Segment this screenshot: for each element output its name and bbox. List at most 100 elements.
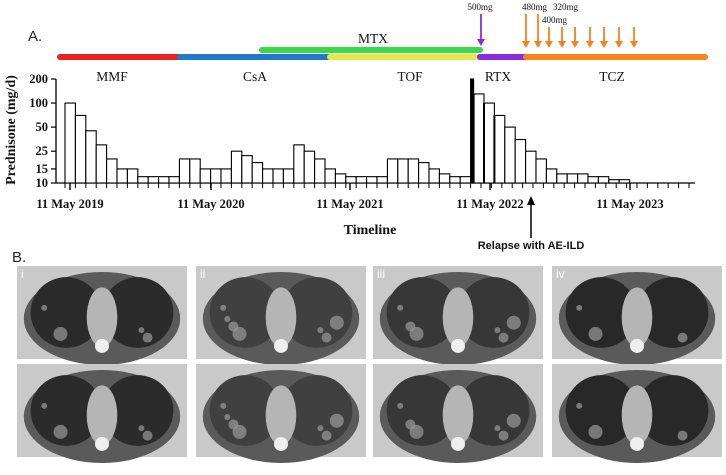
prednisone-bar [407,158,420,184]
prednisone-bar [178,158,191,184]
prednisone-bar [577,173,589,184]
prednisone-bar [449,176,461,184]
prednisone-bar [366,176,378,184]
prednisone-bar [116,168,128,184]
rtx-dose-arrow [477,14,485,46]
prednisone-bar [483,102,495,184]
prednisone-bar [251,162,264,184]
prednisone-bar [587,176,599,184]
ct-image-grid: i ii iii iv [17,266,722,463]
tcz-dose-arrow [534,14,542,48]
lung-left [565,277,637,348]
lung-left [30,375,102,446]
x-ticks: 11 May 2019 11 May 2020 11 May 2021 11 May … [36,183,690,211]
prednisone-bar [74,114,87,184]
prednisone-bar [303,150,316,184]
x-tick-label: 11 May 2021 [316,197,383,211]
prednisone-bar [85,130,97,184]
panel-a-label: A. [28,28,42,45]
ct-image-i-2 [17,364,187,463]
prednisone-bars [64,78,631,184]
lung-left [386,375,458,446]
ct-column-label: iv [556,267,565,281]
prednisone-bar [158,176,170,184]
ct-image-iii-2 [373,364,543,463]
dose-label-rtx: 500mg [467,2,493,12]
prednisone-bar [504,126,516,184]
prednisone-bar [438,173,451,184]
prednisone-bar [137,176,149,184]
prednisone-bar [535,158,547,184]
prednisone-bar [428,168,440,184]
prednisone-bar [334,173,347,184]
y-tick-label: 25 [36,144,49,158]
prednisone-bar [126,168,139,184]
prednisone-bar [210,168,222,184]
chart-axes [55,79,695,184]
prednisone-bar [376,176,388,184]
prednisone-bar [418,162,430,184]
prednisone-bar [241,155,253,184]
treatment-label-mmf: MMF [96,69,128,84]
prednisone-bar [386,158,399,184]
x-axis-title: Timeline [344,223,397,238]
prednisone-bar [64,102,76,184]
treatment-label-tof: TOF [397,69,423,84]
ct-image-iv-1: iv [552,266,722,365]
dose-arrows [477,14,638,48]
treatment-label-tcz: TCZ [599,69,625,84]
prednisone-bar [189,158,201,184]
lung-right [637,277,709,348]
prednisone-bar [397,158,409,184]
prednisone-bar [282,168,295,184]
prednisone-bar [566,173,579,184]
lung-right [102,375,174,446]
ct-column-label: iii [377,267,385,281]
ct-image-i-1: i [17,266,187,365]
ct-column-label: ii [200,267,205,281]
ct-image-ii-2 [196,364,366,463]
panel-b-label: B. [12,249,26,266]
y-axis-title: Prednisone (mg/d) [4,75,19,185]
ct-image-ii-1: ii [196,266,366,365]
lung-right [281,277,353,348]
lung-right [458,375,530,446]
treatment-label-rtx: RTX [485,69,511,84]
lung-left [30,277,102,348]
prednisone-bar [345,176,357,184]
tcz-dose-arrow [630,27,638,48]
prednisone-bar [95,144,108,184]
tcz-dose-arrow [571,27,579,48]
y-tick-label: 10 [36,176,49,190]
treatment-label-mtx: MTX [358,31,388,46]
lung-right [281,375,353,446]
treatment-timeline [57,47,708,60]
prednisone-bar [199,168,212,184]
prednisone-bar [220,168,232,184]
tcz-dose-arrow [545,27,553,48]
lung-right [102,277,174,348]
dose-label-tcz-rest: 400mg [542,15,568,25]
prednisone-bar [545,168,558,184]
prednisone-bar [168,176,180,184]
prednisone-bar [293,144,305,184]
x-tick-label: 11 May 2019 [36,197,103,211]
prednisone-bar [314,158,326,184]
prednisone-bar [597,176,610,184]
lung-left [209,277,281,348]
lung-left [565,375,637,446]
ct-column-label: i [21,267,24,281]
prednisone-bar [618,179,631,184]
tcz-dose-arrow [522,14,530,48]
prednisone-bar [272,168,284,184]
x-tick-label: 11 May 2023 [596,197,663,211]
lung-left [209,375,281,446]
tcz-dose-arrow [586,27,594,48]
prednisone-bar [262,168,274,184]
prednisone-bar [493,114,506,184]
x-tick-label: 11 May 2022 [456,197,523,211]
prednisone-bar [459,176,472,184]
y-tick-label: 50 [36,120,49,134]
relapse-note: Relapse with AE-ILD [478,240,585,252]
